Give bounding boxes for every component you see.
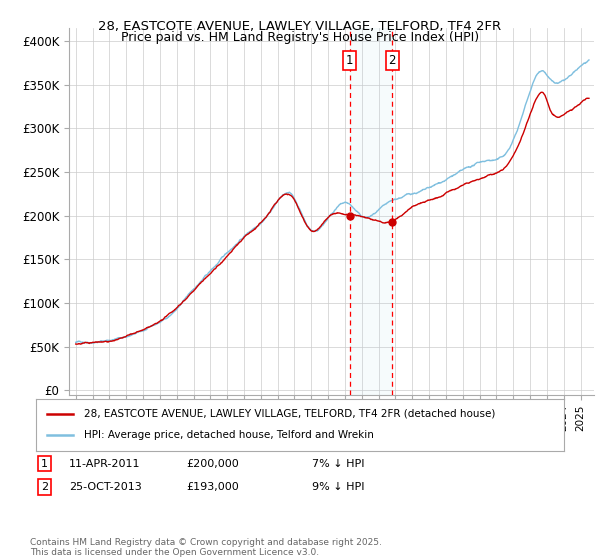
- Text: 7% ↓ HPI: 7% ↓ HPI: [312, 459, 365, 469]
- Text: 2: 2: [388, 54, 396, 67]
- Bar: [350, 28, 392, 395]
- Text: 1: 1: [346, 54, 353, 67]
- Text: HPI: Average price, detached house, Telford and Wrekin: HPI: Average price, detached house, Telf…: [83, 430, 373, 440]
- Text: Contains HM Land Registry data © Crown copyright and database right 2025.
This d: Contains HM Land Registry data © Crown c…: [30, 538, 382, 557]
- Text: 9% ↓ HPI: 9% ↓ HPI: [312, 482, 365, 492]
- Text: £193,000: £193,000: [186, 482, 239, 492]
- Text: 28, EASTCOTE AVENUE, LAWLEY VILLAGE, TELFORD, TF4 2FR (detached house): 28, EASTCOTE AVENUE, LAWLEY VILLAGE, TEL…: [83, 409, 495, 419]
- Text: 1: 1: [41, 459, 48, 469]
- Text: Price paid vs. HM Land Registry's House Price Index (HPI): Price paid vs. HM Land Registry's House …: [121, 31, 479, 44]
- Text: 11-APR-2011: 11-APR-2011: [69, 459, 140, 469]
- Text: 25-OCT-2013: 25-OCT-2013: [69, 482, 142, 492]
- Text: 28, EASTCOTE AVENUE, LAWLEY VILLAGE, TELFORD, TF4 2FR: 28, EASTCOTE AVENUE, LAWLEY VILLAGE, TEL…: [98, 20, 502, 32]
- Text: £200,000: £200,000: [186, 459, 239, 469]
- Text: 2: 2: [41, 482, 48, 492]
